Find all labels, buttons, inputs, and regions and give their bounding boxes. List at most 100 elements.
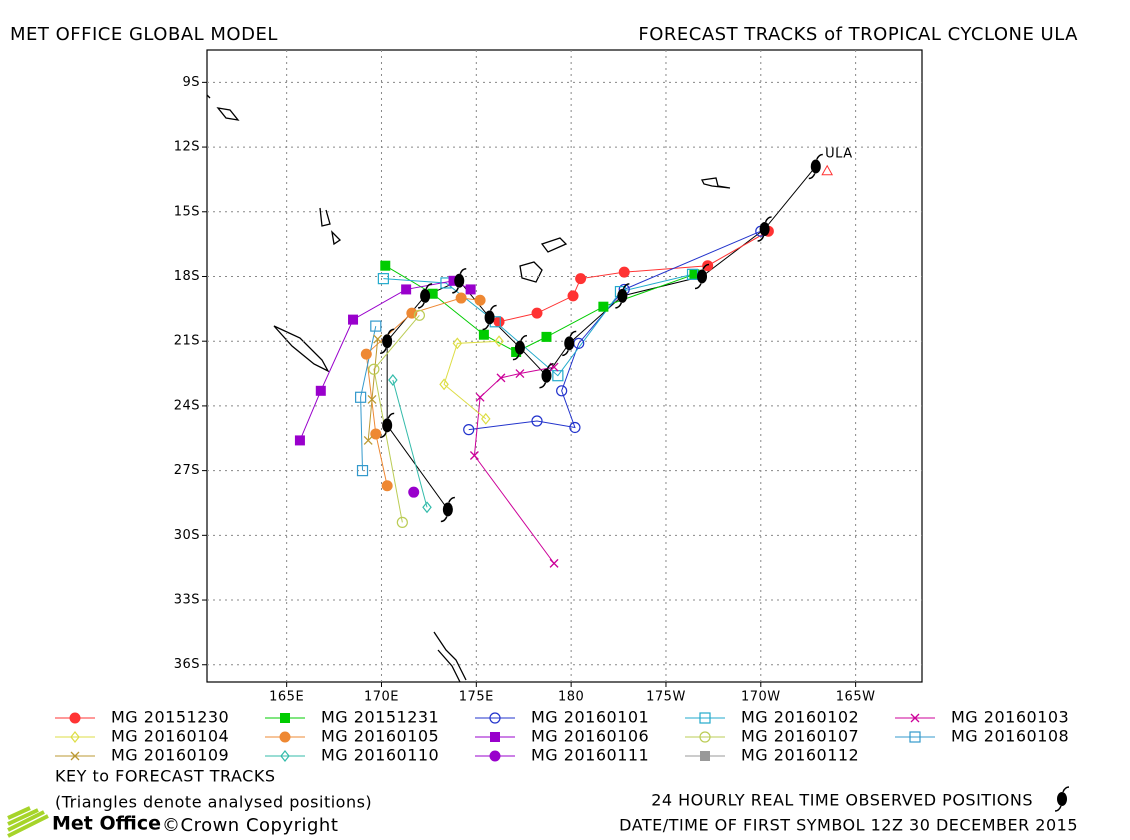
y-tick-label: 21S xyxy=(174,334,200,349)
track-point xyxy=(370,428,382,440)
observed-position xyxy=(482,304,497,331)
x-tick-label: 170E xyxy=(364,690,399,705)
legend-item: MG 20160103 xyxy=(895,708,1069,727)
legend-item: MG 20160112 xyxy=(685,746,859,765)
legend-label: MG 20160106 xyxy=(531,727,649,746)
track-point xyxy=(367,394,377,404)
track-point xyxy=(531,415,543,427)
track-point xyxy=(427,288,438,299)
track-point xyxy=(493,316,505,328)
legend-marker xyxy=(699,712,711,724)
legend-label: MG 20160108 xyxy=(951,727,1069,746)
track-point xyxy=(575,273,587,285)
legend-label: MG 20151231 xyxy=(321,708,439,727)
observed-symbol xyxy=(1054,786,1070,812)
track-point xyxy=(496,373,506,383)
y-tick-label: 27S xyxy=(174,463,200,478)
track-point xyxy=(475,392,485,402)
track-point xyxy=(531,307,543,319)
observed-position xyxy=(615,283,630,309)
legend-label: MG 20160112 xyxy=(741,746,859,765)
track-point xyxy=(465,284,476,295)
observed-position xyxy=(440,496,455,523)
copyright: ©Crown Copyright xyxy=(162,815,338,836)
track-point xyxy=(556,385,568,397)
analysed-position xyxy=(821,164,834,176)
track-point xyxy=(515,369,525,379)
legend-item: MG 20160102 xyxy=(685,708,859,727)
track-point xyxy=(541,331,552,342)
legend-item: MG 20160107 xyxy=(685,727,859,746)
key-note: (Triangles denote analysed positions) xyxy=(55,793,372,812)
track-point xyxy=(294,435,305,446)
x-tick-label: 180 xyxy=(558,690,584,705)
legend-item: MG 20160106 xyxy=(475,727,649,746)
coastlines xyxy=(206,94,731,683)
plot-frame xyxy=(206,49,923,683)
observed-position xyxy=(418,283,433,309)
key-title: KEY to FORECAST TRACKS xyxy=(55,767,276,786)
track-point xyxy=(408,486,420,498)
track-point xyxy=(567,290,579,302)
track-line xyxy=(373,314,420,523)
track-point xyxy=(363,435,373,445)
observed-position xyxy=(562,330,577,357)
observed-position xyxy=(808,153,823,180)
track-point xyxy=(422,501,432,514)
legend-item: MG 20160104 xyxy=(55,727,229,746)
observed-position xyxy=(452,268,467,294)
legend-item: MG 20151230 xyxy=(55,708,229,727)
legend-marker xyxy=(280,750,290,762)
observed-position xyxy=(539,362,554,389)
legend-marker xyxy=(490,732,500,742)
legend-marker xyxy=(909,731,921,743)
legend-marker xyxy=(489,712,501,724)
chart-title: FORECAST TRACKS of TROPICAL CYCLONE ULA xyxy=(638,24,1078,45)
track-point xyxy=(368,363,380,375)
track-point xyxy=(702,260,714,272)
x-tick-label: 170W xyxy=(741,690,781,705)
legend-label: MG 20160111 xyxy=(531,746,649,765)
track-point xyxy=(455,292,467,304)
track-point xyxy=(463,424,475,436)
date-note: DATE/TIME OF FIRST SYMBOL 12Z 30 DECEMBE… xyxy=(619,816,1078,835)
y-tick-label: 36S xyxy=(174,657,200,672)
track-point xyxy=(348,314,359,325)
y-tick-label: 18S xyxy=(174,269,200,284)
legend-marker xyxy=(280,713,290,723)
track-line xyxy=(392,379,428,508)
track-point xyxy=(478,329,489,340)
track-point xyxy=(356,465,369,477)
legend-marker xyxy=(489,750,501,762)
track-line xyxy=(443,340,500,420)
track-point xyxy=(569,421,581,434)
track-point xyxy=(448,275,459,286)
observed-position xyxy=(380,328,395,354)
legend-label: MG 20160107 xyxy=(741,727,859,746)
logo: Met Office xyxy=(52,813,161,835)
track-point xyxy=(380,260,391,271)
track-point xyxy=(413,309,426,321)
legend-label: MG 20160103 xyxy=(951,708,1069,727)
plot-area xyxy=(202,50,922,687)
track-point xyxy=(401,284,412,295)
legend-label: MG 20160105 xyxy=(321,727,439,746)
legend-item: MG 20160109 xyxy=(55,746,229,765)
legend-item: MG 20160105 xyxy=(265,727,439,746)
track-line xyxy=(473,366,555,564)
track-line xyxy=(299,280,471,441)
track-line xyxy=(365,297,481,486)
track-line xyxy=(383,273,693,377)
track-point xyxy=(370,320,382,332)
observed-position xyxy=(694,263,710,290)
header: MET OFFICE GLOBAL MODEL xyxy=(10,24,278,45)
track-point xyxy=(474,294,486,306)
legend-label: MG 20160110 xyxy=(321,746,439,765)
legend-label: MG 20160109 xyxy=(111,746,229,765)
legend-item: MG 20160108 xyxy=(895,727,1069,746)
observed-position xyxy=(512,334,527,361)
track-point xyxy=(388,374,398,386)
legend-item: MG 20160110 xyxy=(265,746,439,765)
y-tick-label: 24S xyxy=(174,398,200,413)
